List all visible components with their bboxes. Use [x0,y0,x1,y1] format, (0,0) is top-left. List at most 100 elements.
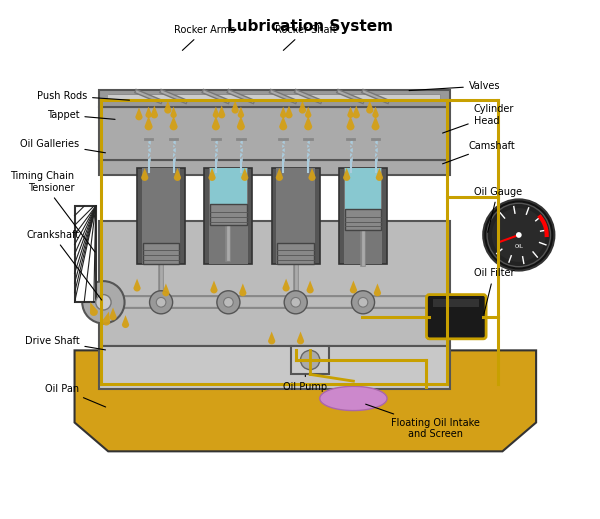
Polygon shape [90,302,98,316]
Bar [345,168,381,209]
Polygon shape [145,116,152,130]
Polygon shape [343,168,350,181]
Polygon shape [141,168,148,181]
Polygon shape [232,101,239,114]
Text: Drive Shaft: Drive Shaft [25,336,106,350]
Bar [433,299,479,307]
Bar [98,221,449,346]
Circle shape [149,291,173,314]
Polygon shape [109,307,116,320]
Polygon shape [164,101,172,114]
Circle shape [358,297,368,307]
Polygon shape [212,106,219,118]
Text: Rocker Shaft: Rocker Shaft [275,25,336,50]
Text: Cylinder
Head: Cylinder Head [443,104,514,133]
Polygon shape [304,116,312,130]
Polygon shape [371,116,380,130]
Polygon shape [241,168,248,181]
Bar [339,168,387,264]
Bar [209,168,248,264]
Polygon shape [122,315,129,328]
Bar [272,168,320,264]
Bar [210,204,247,225]
Bar [142,168,181,264]
Polygon shape [376,168,383,181]
Text: Valves: Valves [409,81,500,91]
Text: Tappet: Tappet [47,110,115,120]
Circle shape [96,295,111,310]
Circle shape [352,291,374,314]
Polygon shape [279,116,287,130]
Polygon shape [237,116,245,130]
Polygon shape [353,105,360,118]
Text: Oil Gauge: Oil Gauge [473,187,522,233]
Text: Floating Oil Intake
and Screen: Floating Oil Intake and Screen [365,404,479,439]
Bar [345,209,381,230]
Text: Push Rods: Push Rods [37,90,130,101]
Circle shape [301,350,320,370]
Polygon shape [212,116,220,130]
Bar [98,160,449,175]
Polygon shape [372,106,379,118]
Polygon shape [283,279,290,292]
Polygon shape [286,105,293,118]
Bar [344,168,382,264]
Bar [277,168,315,264]
Text: Camshaft: Camshaft [443,141,515,164]
Text: Oil Galleries: Oil Galleries [20,139,106,153]
Circle shape [516,232,521,238]
Circle shape [156,297,166,307]
Text: OIL: OIL [514,244,523,249]
Text: Lubrication System: Lubrication System [227,19,393,34]
Polygon shape [297,332,304,345]
Polygon shape [350,281,357,293]
Text: Oil Pan: Oil Pan [45,384,106,407]
Polygon shape [268,332,275,345]
Circle shape [492,208,546,262]
Bar [205,168,253,264]
Polygon shape [218,105,226,118]
Circle shape [217,291,240,314]
Polygon shape [308,168,316,181]
Bar [143,243,179,264]
Polygon shape [145,106,152,118]
Polygon shape [347,106,354,118]
Polygon shape [280,106,286,118]
Polygon shape [151,105,158,118]
Polygon shape [208,168,215,181]
Text: Oil Filter: Oil Filter [473,268,514,314]
Polygon shape [276,168,283,181]
Bar [137,168,185,264]
Polygon shape [74,350,536,452]
Polygon shape [211,281,218,293]
Bar [74,206,96,302]
Circle shape [224,297,233,307]
Polygon shape [136,107,143,120]
Bar [210,168,247,204]
FancyBboxPatch shape [427,295,486,339]
Circle shape [284,291,307,314]
Bar [277,243,314,264]
Text: Crankshaft: Crankshaft [26,230,102,300]
Text: Rocker Arms: Rocker Arms [174,25,235,50]
Polygon shape [320,386,387,411]
Polygon shape [238,106,244,118]
Bar [98,107,449,160]
Bar [98,90,449,107]
Polygon shape [346,116,355,130]
Polygon shape [170,116,178,130]
Polygon shape [305,106,311,118]
Polygon shape [366,101,373,114]
Bar [98,346,449,389]
Polygon shape [374,283,381,296]
Circle shape [487,203,551,267]
Polygon shape [162,283,170,296]
Text: Timing Chain
Tensioner: Timing Chain Tensioner [10,171,95,252]
Polygon shape [133,279,140,292]
Circle shape [483,199,554,270]
Polygon shape [299,101,306,114]
Polygon shape [307,281,314,293]
Text: Oil Pump: Oil Pump [283,375,328,392]
Polygon shape [102,311,110,325]
Polygon shape [170,106,177,118]
